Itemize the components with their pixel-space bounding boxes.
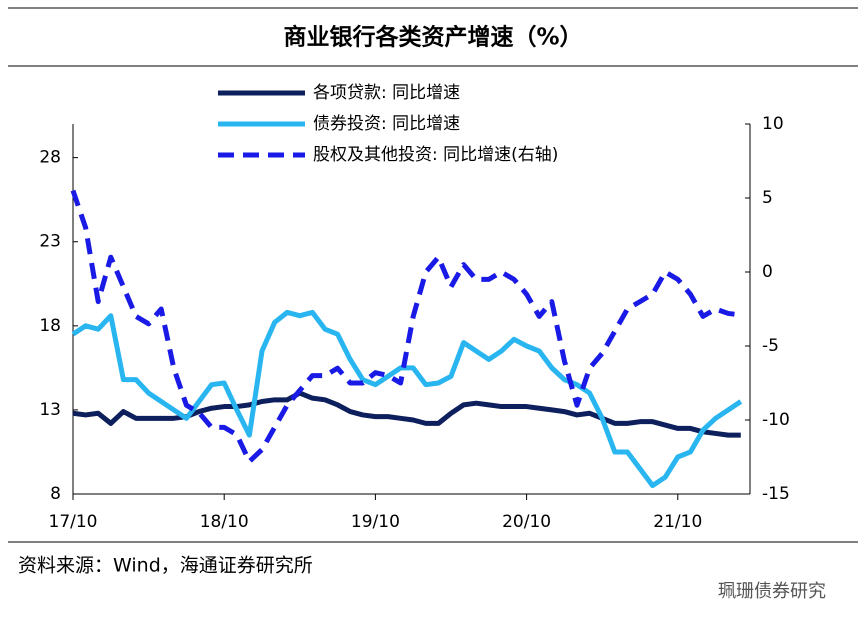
y2-tick-label: -15 <box>762 484 790 504</box>
series-line <box>71 309 743 489</box>
y2-tick-label: -5 <box>762 336 779 356</box>
x-tick-label: 17/10 <box>49 512 98 532</box>
y-tick-label: 23 <box>39 232 61 252</box>
x-tick-label: 21/10 <box>653 512 702 532</box>
series-line <box>70 189 742 464</box>
y2-tick-label: 10 <box>762 114 784 134</box>
y-tick-label: 18 <box>39 316 61 336</box>
chart-title: 商业银行各类资产增速（%） <box>283 24 582 51</box>
x-tick-label: 20/10 <box>502 512 551 532</box>
y2-tick-label: 5 <box>762 188 773 208</box>
x-tick-label: 18/10 <box>200 512 249 532</box>
y-tick-label: 28 <box>39 148 61 168</box>
series-line <box>72 390 741 438</box>
legend-label: 股权及其他投资: 同比增速(右轴) <box>313 145 558 165</box>
watermark: 珮珊债券研究 <box>718 581 826 602</box>
legend-label: 债券投资: 同比增速 <box>313 114 460 134</box>
x-tick-label: 19/10 <box>351 512 400 532</box>
legend-label: 各项贷款: 同比增速 <box>313 83 460 103</box>
y-tick-label: 8 <box>50 484 61 504</box>
source-note: 资料来源：Wind，海通证券研究所 <box>18 555 313 577</box>
y2-tick-label: 0 <box>762 262 773 282</box>
y2-tick-label: -10 <box>762 410 790 430</box>
y-tick-label: 13 <box>39 400 61 420</box>
